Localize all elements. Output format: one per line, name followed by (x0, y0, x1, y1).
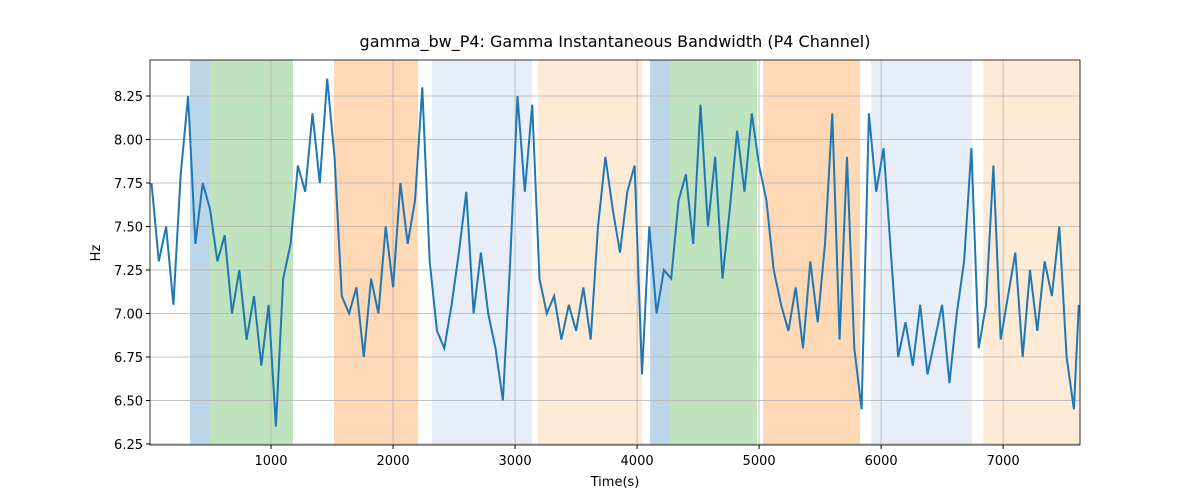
x-tick-label: 1000 (254, 454, 287, 469)
y-tick-label: 6.50 (114, 394, 143, 409)
shaded-span (670, 60, 758, 445)
plot-frame (149, 59, 1081, 446)
x-axis-label: Time(s) (590, 475, 640, 490)
y-tick-label: 8.00 (114, 134, 143, 149)
shaded-span (650, 60, 671, 445)
y-axis-label: Hz (89, 245, 104, 262)
shaded-span (210, 60, 294, 445)
shaded-span (190, 60, 211, 445)
y-tick-label: 8.25 (114, 90, 143, 105)
shaded-span (538, 60, 643, 445)
shaded-span (763, 60, 861, 445)
y-tick-label: 7.50 (114, 220, 143, 235)
x-tick-label: 3000 (499, 454, 532, 469)
x-tick-label: 4000 (621, 454, 654, 469)
x-tick-label: 2000 (377, 454, 410, 469)
y-tick-label: 7.75 (114, 177, 143, 192)
chart-title: gamma_bw_P4: Gamma Instantaneous Bandwid… (360, 32, 871, 52)
y-tick-label: 7.00 (114, 307, 143, 322)
shaded-span (871, 60, 973, 445)
data-line (150, 78, 1080, 427)
x-tick-label: 5000 (743, 454, 776, 469)
shaded-span (333, 60, 419, 445)
y-tick-label: 7.25 (114, 264, 143, 279)
y-tick-label: 6.25 (114, 438, 143, 453)
x-tick-label: 6000 (865, 454, 898, 469)
x-tick-label: 7000 (987, 454, 1020, 469)
y-tick-label: 6.75 (114, 351, 143, 366)
shaded-span (983, 60, 1080, 445)
